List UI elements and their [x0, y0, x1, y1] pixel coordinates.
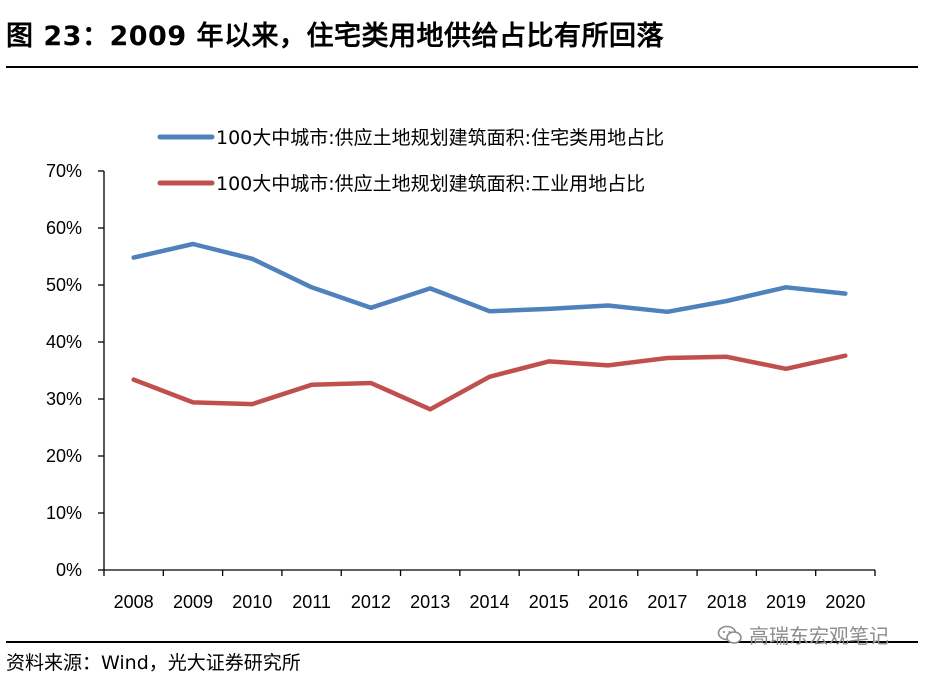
data-point: [724, 298, 729, 303]
x-tick-label: 2016: [588, 592, 628, 612]
data-point: [784, 285, 789, 290]
title-divider: [6, 66, 918, 68]
data-point: [309, 285, 314, 290]
data-point: [843, 353, 848, 358]
series-line-1: [131, 241, 848, 315]
data-point: [665, 355, 670, 360]
x-tick-label: 2015: [529, 592, 569, 612]
data-point: [250, 402, 255, 407]
y-tick-label: 20%: [46, 446, 82, 466]
x-tick-label: 2011: [292, 592, 331, 612]
y-tick-label: 30%: [46, 389, 82, 409]
footer-divider: [6, 641, 918, 643]
data-point: [487, 309, 492, 314]
x-tick-label: 2013: [410, 592, 450, 612]
data-point: [428, 286, 433, 291]
x-axis: 2008 2009 2010 2011 2012 2013 2014 2015 2016 2017…: [103, 569, 876, 612]
data-point: [784, 366, 789, 371]
x-tick-label: 2020: [825, 592, 865, 612]
wechat-icon: [717, 625, 742, 644]
series-line-2: [131, 353, 848, 412]
data-point: [131, 377, 136, 382]
y-tick-label: 50%: [46, 275, 82, 295]
watermark-text: 高瑞东宏观笔记: [749, 624, 889, 648]
data-point: [724, 354, 729, 359]
data-point: [131, 255, 136, 260]
data-point: [190, 400, 195, 405]
x-tick-label: 2008: [114, 592, 154, 612]
x-tick-label: 2019: [766, 592, 806, 612]
y-tick-label: 40%: [46, 332, 82, 352]
x-tick-label: 2014: [469, 592, 509, 612]
x-tick-label: 2010: [232, 592, 272, 612]
source-note: 资料来源：Wind，光大证券研究所: [6, 652, 301, 674]
x-tick-label: 2009: [173, 592, 213, 612]
legend-label: 100大中城市:供应土地规划建筑面积:工业用地占比: [216, 173, 645, 195]
series-lines: [131, 241, 848, 412]
x-tick-label: 2017: [647, 592, 687, 612]
data-point: [368, 305, 373, 310]
y-axis: 0% 10% 20% 30% 40% 50% 60% 70%: [46, 161, 105, 580]
y-tick-label: 10%: [46, 503, 82, 523]
x-tick-label: 2012: [351, 592, 391, 612]
data-point: [546, 306, 551, 311]
data-point: [487, 374, 492, 379]
data-point: [606, 303, 611, 308]
y-tick-label: 0%: [56, 560, 82, 580]
data-point: [606, 363, 611, 368]
y-tick-label: 70%: [46, 161, 82, 181]
watermark: 高瑞东宏观笔记: [717, 620, 889, 649]
data-point: [428, 407, 433, 412]
figure-title: 图 23：2009 年以来，住宅类用地供给占比有所回落: [6, 21, 665, 52]
data-point: [843, 291, 848, 296]
data-point: [665, 309, 670, 314]
data-point: [309, 382, 314, 387]
data-point: [546, 359, 551, 364]
data-point: [250, 256, 255, 261]
legend: 100大中城市:供应土地规划建筑面积:住宅类用地占比 100大中城市:供应土地规划…: [157, 127, 664, 195]
line-chart: 0% 10% 20% 30% 40% 50% 60% 70% 2008 2009 2010 2011…: [46, 127, 876, 612]
y-tick-label: 60%: [46, 218, 82, 238]
x-tick-label: 2018: [707, 592, 747, 612]
legend-label: 100大中城市:供应土地规划建筑面积:住宅类用地占比: [216, 127, 664, 149]
data-point: [368, 381, 373, 386]
data-point: [190, 241, 195, 246]
